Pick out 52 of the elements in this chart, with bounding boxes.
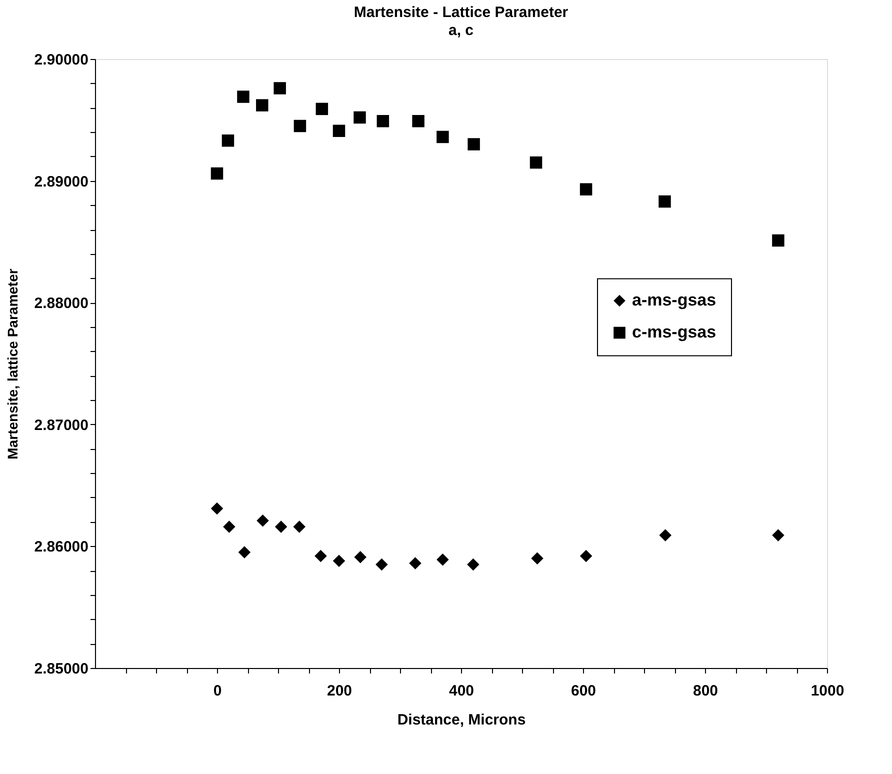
point <box>468 138 480 150</box>
point <box>580 550 592 562</box>
y-tick-label: 2.90000 <box>34 52 88 68</box>
point <box>210 502 224 515</box>
point <box>467 558 480 571</box>
x-tick-label: 600 <box>570 682 596 700</box>
point <box>436 130 449 144</box>
point <box>659 529 672 542</box>
point <box>274 82 286 94</box>
point <box>772 234 784 247</box>
x-tick-label: 0 <box>213 682 222 700</box>
point <box>376 558 388 571</box>
point <box>256 514 269 527</box>
y-tick-label: 2.88000 <box>34 295 88 312</box>
point <box>314 550 327 562</box>
point <box>332 124 346 137</box>
point <box>256 99 268 112</box>
point <box>332 554 346 567</box>
y-tick-label: 2.87000 <box>34 416 88 434</box>
point <box>238 546 251 558</box>
point <box>210 167 224 180</box>
point <box>531 552 544 565</box>
y-tick-label: 2.86000 <box>34 538 88 556</box>
chart-subtitle: a, c <box>448 22 474 39</box>
point <box>376 114 390 128</box>
point <box>580 183 592 196</box>
y-axis-title: Martensite, lattice Parameter <box>4 268 20 460</box>
y-tick-label: 2.89000 <box>34 173 88 190</box>
point <box>223 520 236 533</box>
point <box>772 529 784 542</box>
point <box>316 102 328 116</box>
point <box>409 557 422 570</box>
point <box>222 134 234 147</box>
point <box>294 120 306 132</box>
point <box>530 156 542 169</box>
x-tick-label: 1000 <box>810 682 844 700</box>
point <box>412 114 424 128</box>
legend-label: a-ms-gsas <box>632 290 716 310</box>
x-tick-label: 800 <box>692 682 718 700</box>
point <box>237 90 250 103</box>
chart-title: Martensite - Lattice Parameter <box>354 4 568 21</box>
point <box>293 520 306 533</box>
point <box>354 111 366 124</box>
y-tick-label: 2.85000 <box>34 660 88 678</box>
point <box>658 195 671 208</box>
x-tick-label: 200 <box>326 682 352 700</box>
x-axis-title: Distance, Microns <box>397 712 526 728</box>
point <box>436 553 449 566</box>
point <box>354 551 366 564</box>
x-tick-label: 400 <box>448 682 474 700</box>
point <box>274 520 288 533</box>
legend-label: c-ms-gsas <box>632 322 716 342</box>
